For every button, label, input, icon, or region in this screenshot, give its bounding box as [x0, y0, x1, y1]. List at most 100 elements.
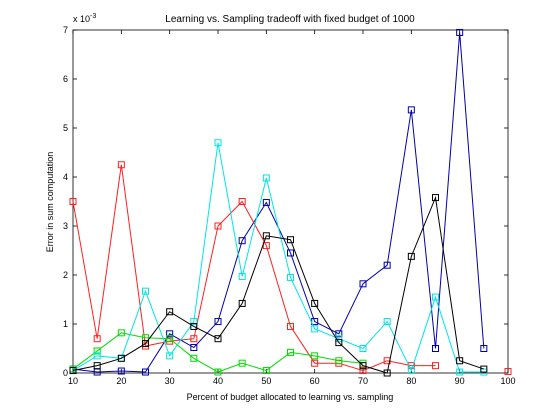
- data-point-marker: [311, 359, 319, 367]
- x-tick-label: 100: [500, 376, 515, 386]
- data-point-marker: [117, 354, 125, 362]
- series-line: [72, 164, 436, 372]
- data-point-marker: [359, 362, 367, 370]
- data-point-marker: [117, 161, 125, 169]
- chart-title: Learning vs. Sampling tradeoff with fixe…: [165, 14, 415, 25]
- series-line: [72, 332, 364, 373]
- data-point-marker: [214, 335, 222, 343]
- y-tick-label: 2: [63, 270, 68, 280]
- data-point-marker: [383, 369, 391, 377]
- data-point-marker: [359, 345, 367, 352]
- data-point-marker: [287, 236, 294, 244]
- data-point-marker: [335, 339, 343, 347]
- series-1: [69, 161, 512, 376]
- data-point-marker: [407, 362, 415, 370]
- data-point-marker: [432, 345, 439, 352]
- series-line: [72, 195, 484, 374]
- data-point-marker: [359, 367, 367, 375]
- y-exponent-label: x 10-3: [73, 13, 96, 24]
- data-point-marker: [93, 352, 101, 360]
- x-axis-label: Percent of budget allocated to learning …: [187, 392, 394, 402]
- data-point-marker: [166, 308, 174, 316]
- x-tick-label: 40: [213, 376, 223, 386]
- data-point-marker: [190, 354, 198, 362]
- data-point-marker: [287, 348, 294, 356]
- y-axis-label: Error in sum computation: [45, 152, 55, 253]
- data-point-marker: [238, 272, 246, 280]
- series-3: [69, 139, 488, 376]
- y-tick-label: 1: [63, 319, 68, 329]
- data-point-marker: [190, 322, 198, 330]
- data-point-marker: [480, 365, 488, 373]
- data-point-marker: [456, 28, 464, 36]
- x-tick-label: 80: [406, 376, 416, 386]
- data-point-marker: [504, 368, 512, 376]
- data-point-marker: [142, 287, 149, 295]
- data-point-marker: [287, 273, 294, 281]
- data-point-marker: [238, 299, 246, 307]
- data-point-marker: [432, 194, 439, 202]
- data-point-marker: [214, 139, 222, 147]
- data-point-marker: [214, 222, 222, 230]
- data-point-marker: [432, 362, 439, 370]
- plot-frame: [72, 29, 509, 374]
- data-point-marker: [407, 367, 415, 375]
- data-point-marker: [93, 362, 101, 370]
- data-point-marker: [359, 280, 367, 288]
- data-point-marker: [117, 367, 125, 375]
- data-point-marker: [311, 325, 319, 333]
- series-line: [72, 142, 484, 373]
- data-point-marker: [93, 335, 101, 343]
- data-point-marker: [262, 198, 270, 206]
- data-point-marker: [262, 367, 270, 375]
- data-point-marker: [190, 335, 198, 343]
- data-point-marker: [262, 232, 270, 240]
- data-point-marker: [238, 359, 246, 367]
- x-tick-label: 10: [68, 376, 78, 386]
- data-point-marker: [238, 237, 246, 245]
- y-tick-label: 0: [63, 368, 68, 378]
- data-point-marker: [287, 322, 294, 330]
- data-point-marker: [407, 252, 415, 260]
- data-point-marker: [93, 347, 101, 355]
- data-point-marker: [166, 352, 174, 360]
- y-tick-label: 5: [63, 123, 68, 133]
- x-tick-label: 30: [165, 376, 175, 386]
- data-point-marker: [142, 340, 149, 348]
- data-point-marker: [238, 198, 246, 205]
- x-tick-label: 20: [116, 376, 126, 386]
- data-point-marker: [383, 261, 391, 269]
- data-point-marker: [166, 335, 174, 343]
- data-point-marker: [69, 367, 77, 375]
- data-point-marker: [383, 318, 391, 326]
- data-point-marker: [335, 357, 343, 365]
- data-point-marker: [166, 330, 174, 338]
- data-point-marker: [456, 368, 464, 376]
- series-4: [69, 194, 488, 377]
- y-tick-label: 4: [63, 172, 68, 182]
- data-point-marker: [214, 318, 222, 326]
- series-0: [69, 28, 488, 376]
- data-point-marker: [311, 299, 319, 307]
- x-tick-label: 60: [310, 376, 320, 386]
- data-point-marker: [190, 318, 198, 326]
- data-point-marker: [432, 293, 439, 301]
- data-point-marker: [117, 329, 125, 337]
- y-tick-label: 6: [63, 74, 68, 84]
- x-tick-label: 70: [358, 376, 368, 386]
- data-point-marker: [311, 352, 319, 360]
- y-tick-label: 7: [63, 25, 68, 35]
- y-tick-label: 3: [63, 221, 68, 231]
- x-tick-label: 50: [261, 376, 271, 386]
- data-point-marker: [214, 368, 222, 376]
- data-point-marker: [190, 344, 198, 352]
- x-tick-label: 90: [455, 376, 465, 386]
- data-point-marker: [335, 330, 343, 338]
- data-point-marker: [287, 249, 294, 257]
- data-point-marker: [480, 345, 488, 352]
- data-point-marker: [262, 174, 270, 182]
- data-point-marker: [456, 357, 464, 365]
- data-point-marker: [142, 368, 149, 376]
- data-point-marker: [69, 198, 77, 205]
